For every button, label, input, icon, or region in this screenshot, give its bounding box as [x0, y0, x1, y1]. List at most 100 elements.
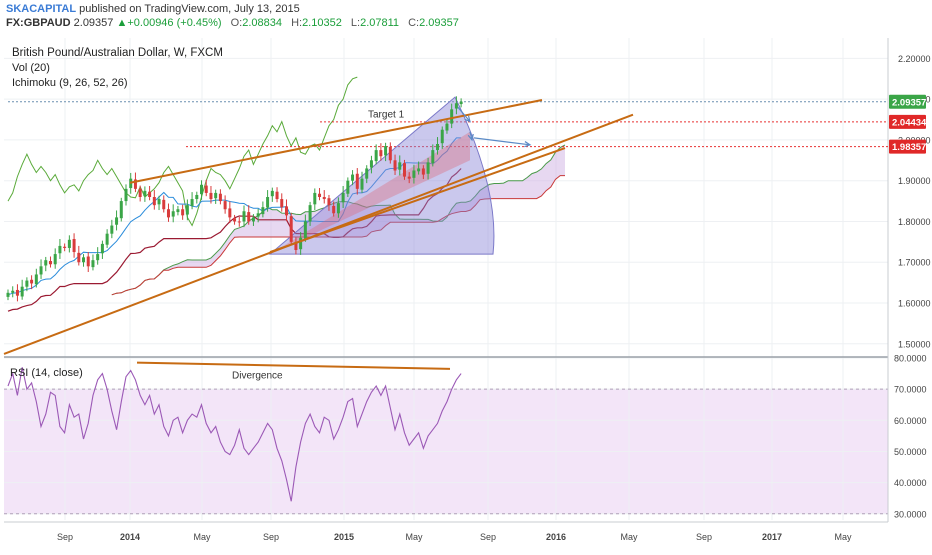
- candle-body: [284, 206, 288, 216]
- candle-body: [318, 193, 322, 197]
- time-tick-label: Sep: [263, 532, 279, 542]
- last-price-tag: 2.09357: [892, 97, 926, 108]
- tenkan-line: [7, 137, 462, 296]
- candle-body: [351, 174, 355, 181]
- candle-body: [402, 163, 406, 177]
- price-tick-label: 1.70000: [898, 258, 931, 268]
- publisher-name[interactable]: SKACAPITAL: [6, 3, 77, 15]
- time-tick-label: Sep: [480, 532, 496, 542]
- candle-body: [15, 289, 19, 296]
- time-tick-label: May: [193, 532, 211, 542]
- candle-body: [393, 160, 397, 171]
- candle-body: [6, 292, 10, 297]
- rsi-line: [7, 367, 462, 502]
- rsi-tick-label: 70.0000: [894, 385, 927, 395]
- candle-body: [417, 168, 421, 172]
- candle-body: [119, 201, 123, 219]
- candle-body: [67, 239, 71, 248]
- candle-body: [214, 192, 218, 199]
- high-label: H:: [291, 17, 303, 29]
- candle-body: [261, 207, 265, 215]
- candle-body: [162, 199, 166, 210]
- candle-body: [360, 178, 364, 190]
- candle-body: [138, 188, 142, 197]
- volume-legend[interactable]: Vol (20): [12, 62, 50, 74]
- candle-body: [86, 256, 90, 267]
- candle-body: [110, 225, 114, 234]
- time-tick-label: Sep: [696, 532, 712, 542]
- symbol-name[interactable]: FX:GBPAUD: [6, 17, 71, 29]
- trend-line: [269, 147, 566, 253]
- candle-body: [53, 254, 57, 265]
- candle-body: [303, 221, 307, 239]
- candle-body: [289, 216, 293, 242]
- price-change: +0.00946 (+0.45%): [127, 17, 222, 29]
- price-tick-label: 1.90000: [898, 176, 931, 186]
- candle-body: [369, 160, 373, 168]
- candle-body: [34, 274, 38, 285]
- candle-body: [421, 168, 425, 175]
- chikou-span: [7, 76, 358, 227]
- candle-body: [242, 211, 246, 222]
- rsi-tick-label: 50.0000: [894, 447, 927, 457]
- close-value: 2.09357: [419, 17, 459, 29]
- candle-body: [30, 279, 34, 284]
- fan-inner-shade: [270, 131, 470, 255]
- candle-body: [171, 211, 175, 217]
- trend-line: [129, 98, 543, 184]
- candle-body: [63, 246, 67, 248]
- low-label: L:: [350, 17, 361, 29]
- candle-body: [459, 101, 463, 105]
- ichimoku-cloud: [111, 145, 566, 295]
- candle-body: [228, 208, 232, 218]
- candle-body: [72, 238, 76, 253]
- rsi-legend[interactable]: RSI (14, close): [10, 367, 83, 379]
- candle-body: [143, 190, 147, 197]
- chart-title[interactable]: British Pound/Australian Dollar, W, FXCM: [12, 47, 223, 59]
- candle-body: [77, 252, 81, 263]
- candle-body: [58, 245, 62, 254]
- candle-body: [115, 217, 119, 225]
- candle-body: [20, 286, 24, 297]
- time-tick-label: 2016: [546, 532, 566, 542]
- candle-body: [440, 129, 444, 144]
- candle-body: [82, 257, 86, 263]
- rsi-tick-label: 40.0000: [894, 478, 927, 488]
- time-tick-label: 2015: [334, 532, 354, 542]
- open-value: 2.08834: [242, 17, 282, 29]
- candle-body: [322, 197, 326, 200]
- candle-body: [152, 197, 156, 206]
- candle-body: [379, 150, 383, 157]
- candle-body: [124, 188, 128, 202]
- projection-arrow: [469, 131, 473, 141]
- candle-body: [332, 205, 336, 214]
- candle-body: [96, 254, 100, 261]
- candle-body: [313, 192, 317, 205]
- candle-body: [426, 162, 430, 174]
- candle-body: [237, 221, 241, 223]
- candle-body: [445, 123, 449, 131]
- candle-body: [105, 233, 109, 245]
- candle-body: [157, 199, 161, 205]
- candle-body: [251, 217, 255, 222]
- close-label: C:: [408, 17, 420, 29]
- arrow-head-icon: [524, 141, 532, 148]
- open-label: O:: [230, 17, 243, 29]
- candle-body: [11, 290, 15, 293]
- candle-body: [148, 191, 152, 197]
- candle-body: [374, 150, 378, 162]
- candle-body: [299, 237, 303, 250]
- level-tag-1-bg: [889, 114, 926, 129]
- arrow-head-icon: [464, 115, 471, 123]
- candle-body: [365, 168, 369, 179]
- candle-body: [407, 176, 411, 179]
- time-tick-label: Sep: [57, 532, 73, 542]
- time-tick-label: 2017: [762, 532, 782, 542]
- publish-line: SKACAPITAL published on TradingView.com,…: [6, 3, 300, 15]
- ichimoku-legend[interactable]: Ichimoku (9, 26, 52, 26): [12, 77, 128, 89]
- level-tag-2-bg: [889, 139, 926, 154]
- candle-body: [204, 185, 208, 193]
- candle-body: [218, 193, 222, 202]
- candle-body: [233, 218, 237, 222]
